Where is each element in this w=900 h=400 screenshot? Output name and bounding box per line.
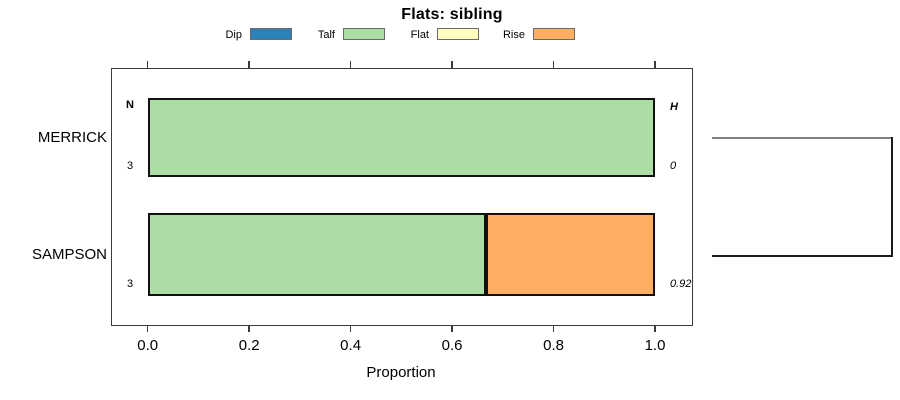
legend-label-flat: Flat <box>410 29 429 41</box>
x-axis-tick-label: 0.4 <box>340 337 362 354</box>
x-axis-tick-top <box>451 60 453 68</box>
h-column-header: H <box>670 101 678 113</box>
bar-segment-rise-sampson <box>486 213 655 296</box>
x-axis-tick-bottom <box>146 324 149 332</box>
x-axis-tick-bottom <box>349 324 352 332</box>
dendrogram-join <box>891 137 893 257</box>
x-axis-tick-label: 0.0 <box>137 337 159 354</box>
x-axis-tick-top <box>349 60 352 68</box>
x-axis-tick-top <box>248 60 250 68</box>
dendrogram-branch-sampson <box>712 255 893 257</box>
dendrogram-branch-merrick <box>712 137 893 139</box>
x-axis-tick-bottom <box>451 324 453 332</box>
legend-swatch-flat <box>437 28 479 40</box>
bar-segment-talf-merrick <box>147 98 655 177</box>
h-value-merrick: 0 <box>670 160 677 172</box>
x-axis-label: Proportion <box>366 364 436 381</box>
y-axis-label-sampson: SAMPSON <box>31 246 107 263</box>
legend-swatch-dip <box>250 28 292 40</box>
n-column-header: N <box>126 99 134 111</box>
x-axis-tick-label: 0.6 <box>441 337 463 354</box>
x-axis-tick-bottom <box>552 324 555 332</box>
legend-label-rise: Rise <box>502 29 525 41</box>
x-axis-tick-top <box>552 60 555 68</box>
y-axis-label-merrick: MERRICK <box>37 129 107 146</box>
h-value-sampson: 0.92 <box>670 278 692 290</box>
legend-swatch-talf <box>343 28 385 40</box>
x-axis-tick-top <box>146 60 149 68</box>
x-axis-tick-bottom <box>654 324 656 332</box>
n-value-sampson: 3 <box>126 278 134 290</box>
legend-label-dip: Dip <box>225 29 242 41</box>
legend-label-talf: Talf <box>317 29 335 41</box>
x-axis-tick-label: 1.0 <box>644 337 666 354</box>
x-axis-tick-label: 0.2 <box>238 337 260 354</box>
x-axis-tick-bottom <box>248 324 250 332</box>
x-axis-tick-label: 0.8 <box>543 337 564 354</box>
chart-title: Flats: sibling <box>401 6 503 23</box>
x-axis-tick-top <box>654 60 656 68</box>
bar-segment-talf-sampson <box>147 213 487 296</box>
legend-swatch-rise <box>533 28 575 40</box>
n-value-merrick: 3 <box>126 160 134 172</box>
